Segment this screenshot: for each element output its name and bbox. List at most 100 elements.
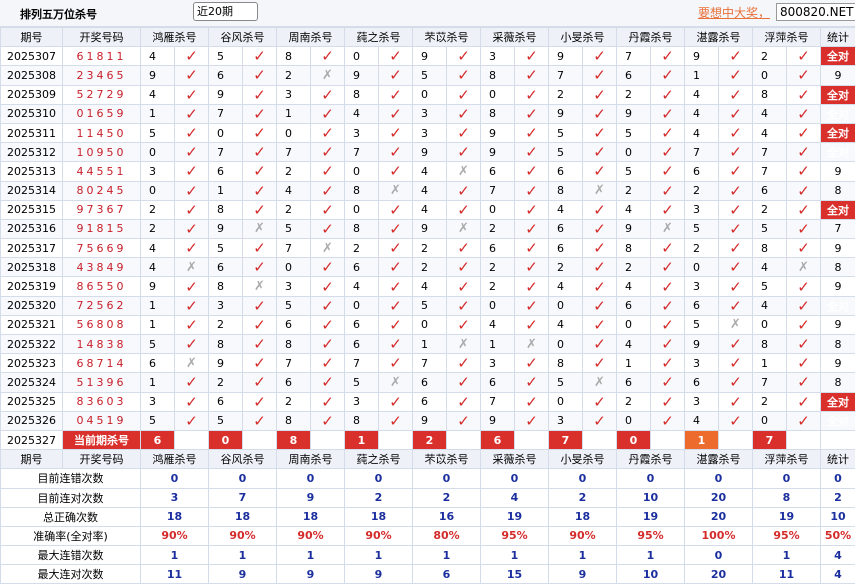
kill-result: ✓ [242, 122, 277, 144]
kill-result: ✓ [514, 218, 549, 240]
header-cell: 谷风杀号 [208, 26, 277, 48]
header-cell: 统计 [820, 26, 855, 48]
kill-number: 2 [480, 257, 515, 278]
kill-result: ✓ [582, 199, 617, 220]
kill-result: ✓ [582, 142, 617, 163]
kill-result: ✓ [378, 295, 413, 316]
period-select[interactable]: 近20期 [193, 2, 258, 21]
kill-result: ✗ [446, 161, 481, 182]
kill-result: ✓ [446, 391, 481, 412]
stat-value: 18 [208, 506, 277, 527]
stat-value: 9 [276, 564, 345, 584]
header-cell: 湛露杀号 [684, 449, 753, 470]
kill-number: 6 [412, 391, 447, 412]
kill-number: 5 [616, 122, 651, 144]
row: 2025324 51396 1 ✓ 2 ✓ 6 ✓ 5 ✗ 6 ✓ 6 ✓ 5 ✗ 6 ✓ 6 ✓ 7 ✓ 8 [0, 372, 855, 393]
kill-result: ✓ [718, 333, 753, 355]
row: 2025322 14838 5 ✓ 8 ✓ 8 ✓ 6 ✓ 1 ✗ 1 ✗ 0 ✓ 4 ✓ 9 ✓ 8 ✓ 8 [0, 333, 855, 355]
kill-number: 9 [412, 46, 447, 67]
kill-result: ✓ [174, 65, 209, 86]
header-cell: 莼之杀号 [344, 449, 413, 470]
kill-number: 2 [208, 372, 243, 393]
stat-value: 8 [752, 487, 821, 508]
kill-result: ✓ [582, 276, 617, 297]
promo-link[interactable]: 要想中大奖， [698, 6, 771, 20]
kill-number: 9 [616, 218, 651, 240]
kill-number: 2 [480, 276, 515, 297]
kill-number: 1 [140, 372, 175, 393]
kill-number: 7 [208, 142, 243, 163]
kill-result: ✓ [582, 410, 617, 431]
kill-number: 3 [276, 84, 311, 105]
kill-result: ✓ [718, 46, 753, 67]
kill-result: ✗ [242, 218, 277, 240]
stat-value: 10 [820, 506, 855, 527]
row: 2025319 86550 9 ✓ 8 ✗ 3 ✓ 4 ✓ 4 ✓ 2 ✓ 4 ✓ 4 ✓ 3 ✓ 5 ✓ 9 [0, 276, 855, 297]
current-kill: 6 [480, 429, 515, 451]
kill-number: 9 [208, 353, 243, 374]
kill-number: 5 [208, 410, 243, 431]
kill-number: 2 [276, 161, 311, 182]
kill-number: 8 [208, 276, 243, 297]
current-kill: 0 [616, 429, 651, 451]
kill-number: 6 [548, 218, 583, 240]
kill-result: ✗ [718, 314, 753, 336]
kill-result: ✓ [174, 161, 209, 182]
stat: 全对 [820, 84, 855, 105]
kill-result: ✓ [718, 122, 753, 144]
kill-number: 5 [208, 46, 243, 67]
kill-result: ✓ [378, 65, 413, 86]
stat: 8 [820, 333, 855, 355]
row: 2025320 72562 1 ✓ 3 ✓ 5 ✓ 0 ✓ 5 ✓ 0 ✓ 0 ✓ 6 ✓ 6 ✓ 4 ✓ 全对 [0, 295, 855, 316]
kill-result: ✓ [514, 295, 549, 316]
kill-result: ✓ [242, 333, 277, 355]
kill-number: 7 [616, 46, 651, 67]
stat-label: 准确率(全对率) [0, 525, 141, 547]
kill-result: ✓ [786, 276, 821, 297]
stat: 8 [820, 372, 855, 393]
row: 2025309 52729 4 ✓ 9 ✓ 3 ✓ 8 ✓ 0 ✓ 0 ✓ 2 ✓ 2 ✓ 4 ✓ 8 ✓ 全对 [0, 84, 855, 105]
kill-result: ✓ [310, 142, 345, 163]
kill-table: 期号 开奖号码 鸿雁杀号 谷风杀号 周南杀号 莼之杀号 芣苡杀号 采薇杀号 小旻杀号 丹霞杀号 湛露… [0, 26, 855, 584]
kill-result: ✓ [786, 122, 821, 144]
kill-result: ✓ [174, 142, 209, 163]
draw-number: 44551 [62, 161, 141, 182]
kill-result: ✓ [378, 103, 413, 124]
kill-result: ✓ [310, 410, 345, 431]
kill-number: 6 [208, 161, 243, 182]
kill-number: 0 [548, 333, 583, 355]
stat-value: 0 [684, 545, 753, 566]
period: 2025312 [0, 142, 63, 163]
kill-result: ✗ [174, 257, 209, 278]
kill-number: 7 [344, 353, 379, 374]
kill-number: 2 [752, 391, 787, 412]
kill-number: 6 [480, 161, 515, 182]
kill-result: ✓ [174, 333, 209, 355]
kill-number: 4 [412, 180, 447, 201]
kill-result: ✓ [582, 46, 617, 67]
kill-result: ✓ [174, 103, 209, 124]
kill-result: ✓ [242, 199, 277, 220]
stat-value: 0 [752, 468, 821, 489]
kill-number: 3 [412, 122, 447, 144]
kill-number: 6 [684, 372, 719, 393]
kill-number: 8 [276, 333, 311, 355]
stat: 全对 [820, 295, 855, 316]
draw-number: 51396 [62, 372, 141, 393]
header-cell: 丹霞杀号 [616, 26, 685, 48]
kill-result: ✓ [718, 295, 753, 316]
stat: 全对 [820, 142, 855, 163]
stat: 8 [820, 180, 855, 201]
period: 2025322 [0, 333, 63, 355]
kill-result: ✓ [650, 199, 685, 220]
kill-result: ✓ [310, 333, 345, 355]
kill-result: ✓ [514, 410, 549, 431]
kill-result: ✓ [378, 391, 413, 412]
kill-number: 5 [548, 372, 583, 393]
kill-number: 4 [616, 276, 651, 297]
kill-result: ✓ [786, 84, 821, 105]
row: 2025318 43849 4 ✗ 6 ✓ 0 ✓ 6 ✓ 2 ✓ 2 ✓ 2 ✓ 2 ✓ 0 ✓ 4 ✗ 8 [0, 257, 855, 278]
period: 2025307 [0, 46, 63, 67]
stat-value: 9 [344, 564, 413, 584]
header-cell: 莼之杀号 [344, 26, 413, 48]
